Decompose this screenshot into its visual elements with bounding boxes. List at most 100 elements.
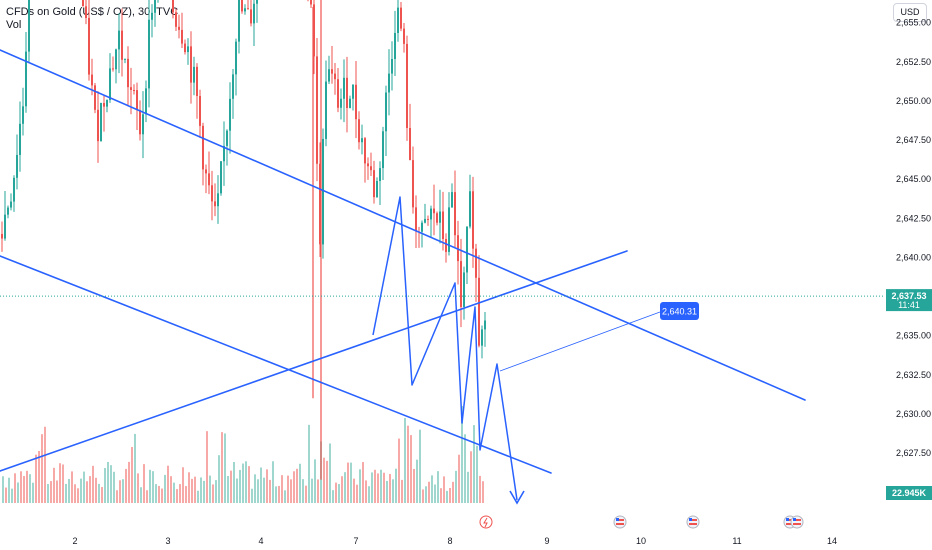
- volume-bar: [311, 478, 313, 503]
- volume-bar: [131, 446, 133, 503]
- candle-body: [436, 213, 438, 223]
- volume-bar: [332, 490, 334, 503]
- volume-bar: [92, 465, 94, 503]
- volume-bar: [461, 406, 463, 503]
- volume-bar: [305, 485, 307, 503]
- volume-bar: [401, 479, 403, 503]
- volume-bar: [362, 462, 364, 503]
- candle-body: [106, 99, 108, 107]
- flag-stripe: [616, 523, 624, 525]
- candle-body: [394, 32, 396, 59]
- volume-bar: [83, 471, 85, 503]
- volume-bar: [347, 462, 349, 503]
- volume-bar: [113, 471, 115, 503]
- volume-bar: [116, 490, 118, 503]
- flag-canton: [689, 518, 692, 521]
- candle-body: [355, 84, 357, 120]
- flag-canton: [616, 518, 619, 521]
- volume-bar: [257, 479, 259, 503]
- candle-body: [199, 95, 201, 126]
- volume-bar: [479, 475, 481, 503]
- arrow-down-icon: [509, 490, 525, 505]
- volume-bar: [296, 468, 298, 503]
- volume-bar: [215, 480, 217, 503]
- volume-bar: [317, 479, 319, 503]
- candle-body: [328, 69, 330, 82]
- volume-bar: [371, 472, 373, 503]
- candle-body: [316, 56, 318, 164]
- volume-bar: [437, 471, 439, 503]
- currency-button[interactable]: USD: [893, 3, 927, 22]
- candle-body: [376, 180, 378, 198]
- chart-legend: CFDs on Gold (US$ / OZ), 30, TVC Vol: [6, 6, 178, 32]
- candle-body: [334, 73, 336, 80]
- volume-bar: [470, 451, 472, 503]
- volume-bar: [152, 471, 154, 503]
- volume-bar: [476, 445, 478, 503]
- y-axis-tick-label: 2,640.00: [896, 252, 931, 262]
- volume-bar: [20, 471, 22, 503]
- volume-bar: [278, 485, 280, 503]
- candle-body: [208, 173, 210, 186]
- volume-bar: [212, 484, 214, 503]
- volume-bar: [287, 475, 289, 503]
- volume-indicator-label[interactable]: Vol: [6, 19, 22, 31]
- candle-body: [244, 8, 246, 12]
- volume-bar: [443, 476, 445, 503]
- candle-body: [454, 192, 456, 236]
- candle-body: [100, 102, 102, 142]
- volume-bar: [449, 488, 451, 503]
- candle-body: [145, 88, 147, 115]
- volume-bar: [98, 483, 100, 503]
- candle-body: [190, 46, 192, 83]
- candle-body: [121, 30, 123, 60]
- volume-bar: [275, 486, 277, 503]
- candle-body: [340, 98, 342, 108]
- volume-bar: [260, 467, 262, 503]
- flag-stripe: [689, 523, 697, 525]
- volume-bar: [251, 488, 253, 503]
- candle-body: [202, 125, 204, 170]
- x-axis-tick-label: 8: [447, 536, 452, 546]
- y-axis-tick-label: 2,630.00: [896, 409, 931, 419]
- volume-bar: [41, 434, 43, 503]
- volume-bar: [185, 486, 187, 503]
- candle-body: [88, 17, 90, 75]
- annotation-connector: [499, 311, 661, 372]
- lightning-bolt: [483, 517, 488, 528]
- volume-bar: [233, 461, 235, 503]
- volume-bar: [446, 490, 448, 503]
- candle-body: [421, 222, 423, 232]
- volume-bar: [80, 478, 82, 503]
- volume-bar: [128, 461, 130, 503]
- volume-value-box: [886, 486, 932, 500]
- volume-bar: [59, 463, 61, 503]
- candle-body: [91, 74, 93, 86]
- volume-bar: [425, 486, 427, 503]
- candle-body: [343, 77, 345, 99]
- volume-bar: [281, 475, 283, 503]
- candle-body: [475, 248, 477, 278]
- candle-body: [193, 66, 195, 83]
- candle-body: [256, 0, 258, 4]
- volume-bar: [200, 477, 202, 503]
- volume-bar: [38, 450, 40, 503]
- volume-bar: [62, 464, 64, 503]
- candle-body: [349, 98, 351, 109]
- volume-bar: [434, 484, 436, 503]
- symbol-title[interactable]: CFDs on Gold (US$ / OZ), 30, TVC: [6, 6, 179, 18]
- candle-body: [439, 211, 441, 223]
- volume-bar: [344, 472, 346, 503]
- volume-bar: [269, 479, 271, 503]
- volume-bar: [263, 477, 265, 503]
- volume-bar: [221, 432, 223, 503]
- candle-body: [187, 46, 189, 53]
- candle-body: [109, 68, 111, 100]
- candle-body: [310, 0, 312, 5]
- annotation-label: 2,640.31: [662, 307, 697, 317]
- volume-bar: [50, 481, 52, 503]
- candle-body: [229, 98, 231, 131]
- x-axis-tick-label: 11: [732, 536, 741, 546]
- volume-bar: [383, 472, 385, 503]
